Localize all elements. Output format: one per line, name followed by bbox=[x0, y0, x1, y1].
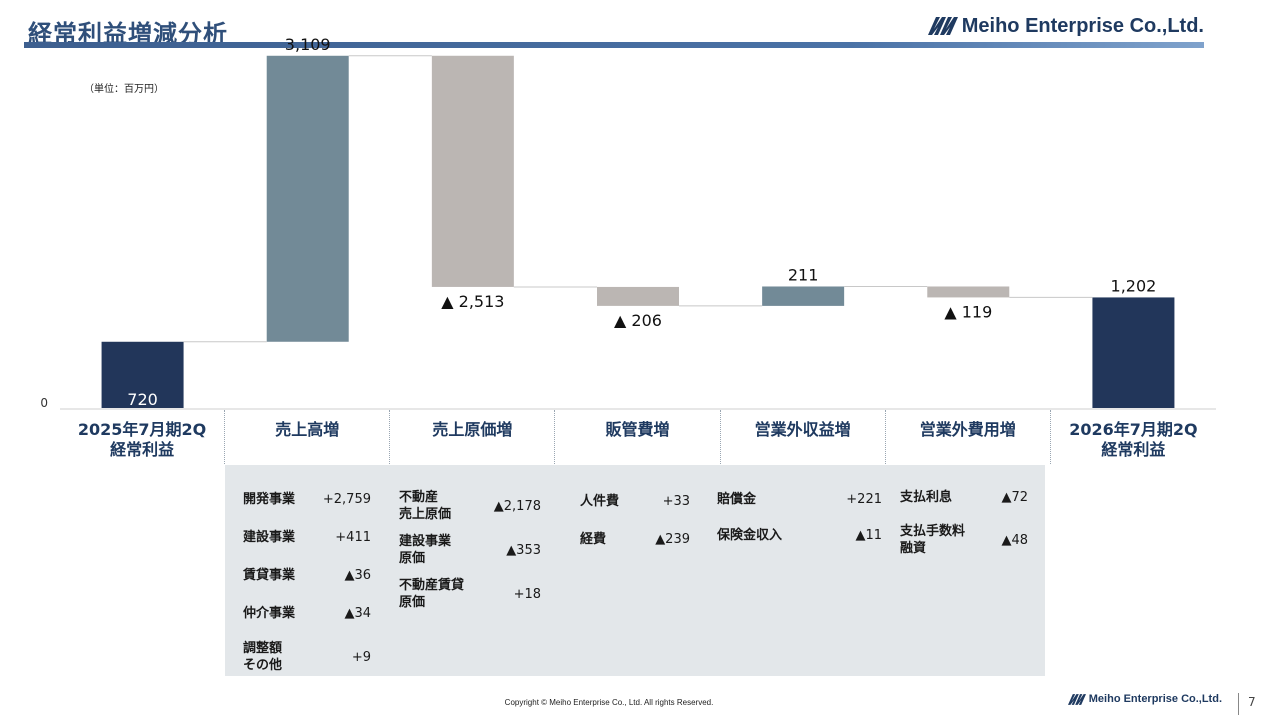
breakdown-item-label: 経費 bbox=[580, 532, 607, 547]
category-label-5: 営業外費用増 bbox=[886, 410, 1051, 464]
bar-6 bbox=[1092, 297, 1175, 408]
waterfall-chart: 0 720 3,109 ▲ 2,513 ▲ 206 211 ▲ 119 1,202 bbox=[40, 35, 1216, 410]
category-label-1: 売上高増 bbox=[225, 410, 391, 464]
breakdown-item-value: ▲239 bbox=[655, 532, 690, 547]
breakdown-item-label: 建設事業 bbox=[243, 530, 296, 545]
category-label-3: 販管費増 bbox=[555, 410, 721, 464]
footer-logo: Meiho Enterprise Co.,Ltd. bbox=[1067, 693, 1222, 705]
breakdown-column-0: 開発事業 +2,759 建設事業 +411 賃貸事業 ▲36 仲介事業 ▲34 調整額 その他 +… bbox=[243, 465, 371, 676]
breakdown-item: 開発事業 +2,759 bbox=[243, 491, 371, 525]
breakdown-item-label: 開発事業 bbox=[243, 492, 296, 507]
breakdown-column-1: 不動産 売上原価 ▲2,178 建設事業 原価 ▲353 不動産賃貸 原価 +18 bbox=[399, 465, 541, 676]
data-label-4: 211 bbox=[788, 265, 819, 284]
breakdown-item-label: 賃貸事業 bbox=[243, 568, 296, 583]
bar-2 bbox=[431, 55, 514, 287]
breakdown-item-value: +221 bbox=[846, 492, 882, 507]
breakdown-item: 経費 ▲239 bbox=[580, 531, 690, 565]
y-zero-label: 0 bbox=[40, 396, 48, 410]
breakdown-item-value: ▲48 bbox=[1001, 533, 1028, 548]
breakdown-item: 調整額 その他 +9 bbox=[243, 640, 371, 674]
copyright: Copyright © Meiho Enterprise Co., Ltd. A… bbox=[504, 698, 714, 707]
breakdown-item-value: ▲72 bbox=[1001, 490, 1028, 505]
unit-note: （単位：百万円） bbox=[84, 84, 164, 95]
page-number: 7 bbox=[1248, 695, 1256, 709]
breakdown-item-label: 不動産 売上原価 bbox=[399, 490, 452, 522]
breakdown-item: 建設事業 +411 bbox=[243, 529, 371, 563]
breakdown-item-value: +9 bbox=[351, 650, 371, 665]
breakdown-item-label: 賠償金 bbox=[717, 492, 757, 507]
data-label-3: ▲ 206 bbox=[614, 311, 662, 330]
breakdown-column-4: 支払利息 ▲72 支払手数料 融資 ▲48 bbox=[900, 465, 1028, 676]
breakdown-item-value: +411 bbox=[335, 530, 371, 545]
category-label-4: 営業外収益増 bbox=[721, 410, 886, 464]
breakdown-item: 不動産賃貸 原価 +18 bbox=[399, 577, 541, 611]
breakdown-item: 保険金収入 ▲11 bbox=[717, 527, 882, 561]
breakdown-item-value: ▲11 bbox=[855, 528, 882, 543]
breakdown-item-value: ▲2,178 bbox=[493, 499, 541, 514]
breakdown-item: 建設事業 原価 ▲353 bbox=[399, 533, 541, 567]
breakdown-item-label: 支払手数料 融資 bbox=[900, 524, 966, 556]
breakdown-item-value: ▲36 bbox=[344, 568, 371, 583]
breakdown-item-label: 人件費 bbox=[580, 494, 620, 509]
breakdown-item: 支払利息 ▲72 bbox=[900, 489, 1028, 523]
category-label-2: 売上原価増 bbox=[390, 410, 556, 464]
bar-1 bbox=[266, 55, 349, 342]
breakdown-item-label: 支払利息 bbox=[900, 490, 953, 505]
category-label-0: 2025年7月期2Q 経常利益 bbox=[60, 410, 226, 464]
breakdown-column-3: 賠償金 +221 保険金収入 ▲11 bbox=[717, 465, 882, 676]
meiho-logo-icon bbox=[1067, 693, 1086, 705]
breakdown-panel: 開発事業 +2,759 建設事業 +411 賃貸事業 ▲36 仲介事業 ▲34 調整額 その他 +… bbox=[225, 465, 1045, 676]
category-label-6: 2026年7月期2Q 経常利益 bbox=[1069, 420, 1198, 459]
page-separator bbox=[1238, 693, 1239, 715]
bar-0 bbox=[101, 341, 184, 408]
breakdown-item: 賠償金 +221 bbox=[717, 491, 882, 525]
breakdown-item-label: 調整額 その他 bbox=[243, 641, 283, 673]
data-label-0: 720 bbox=[127, 390, 158, 409]
data-label-5: ▲ 119 bbox=[944, 302, 992, 321]
footer-company-name: Meiho Enterprise Co.,Ltd. bbox=[1088, 693, 1222, 705]
bar-5 bbox=[927, 286, 1010, 298]
bar-3 bbox=[597, 286, 679, 306]
title-underline bbox=[24, 42, 1204, 48]
bar-4 bbox=[762, 286, 845, 306]
breakdown-item: 支払手数料 融資 ▲48 bbox=[900, 523, 1028, 557]
breakdown-item-label: 仲介事業 bbox=[243, 606, 296, 621]
data-label-1: 3,109 bbox=[285, 35, 331, 54]
breakdown-item-value: +2,759 bbox=[322, 492, 371, 507]
breakdown-item-value: ▲353 bbox=[506, 543, 541, 558]
company-name: Meiho Enterprise Co.,Ltd. bbox=[961, 14, 1204, 37]
meiho-logo-icon bbox=[927, 17, 958, 35]
company-logo: Meiho Enterprise Co.,Ltd. bbox=[927, 14, 1204, 38]
breakdown-item-label: 建設事業 原価 bbox=[399, 534, 452, 566]
breakdown-item: 人件費 +33 bbox=[580, 493, 690, 527]
breakdown-item-value: +18 bbox=[513, 587, 541, 602]
breakdown-item: 賃貸事業 ▲36 bbox=[243, 567, 371, 601]
breakdown-item-value: +33 bbox=[662, 494, 690, 509]
breakdown-item-label: 不動産賃貸 原価 bbox=[399, 578, 465, 610]
breakdown-column-2: 人件費 +33 経費 ▲239 bbox=[580, 465, 690, 676]
breakdown-item-label: 保険金収入 bbox=[717, 528, 783, 543]
breakdown-item: 不動産 売上原価 ▲2,178 bbox=[399, 489, 541, 523]
category-row: 2025年7月期2Q 経常利益 売上高増 売上原価増 販管費増 営業外収益増 営業外費用増… bbox=[60, 410, 1216, 464]
data-label-2: ▲ 2,513 bbox=[441, 292, 504, 311]
breakdown-item: 仲介事業 ▲34 bbox=[243, 605, 371, 639]
breakdown-item-value: ▲34 bbox=[344, 606, 371, 621]
data-label-6: 1,202 bbox=[1111, 276, 1157, 295]
